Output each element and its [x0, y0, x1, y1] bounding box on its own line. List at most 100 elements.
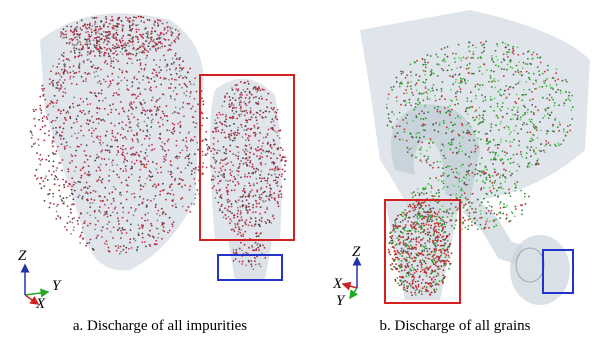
particle	[454, 124, 456, 126]
particle	[421, 161, 423, 163]
particle	[163, 161, 165, 163]
particle	[72, 218, 74, 220]
particle	[64, 146, 66, 148]
particle	[100, 55, 102, 57]
particle	[103, 42, 105, 44]
particle	[528, 196, 530, 198]
particle	[520, 151, 522, 153]
particle	[251, 225, 253, 227]
particle	[160, 20, 162, 22]
particle	[122, 107, 124, 109]
particle	[53, 161, 55, 163]
particle	[238, 229, 240, 231]
particle	[143, 166, 145, 168]
particle	[97, 75, 99, 77]
particle	[143, 52, 145, 54]
particle	[95, 95, 97, 97]
particle	[549, 94, 551, 96]
particle	[162, 183, 164, 185]
particle	[167, 171, 169, 173]
particle	[497, 147, 499, 149]
particle	[528, 166, 530, 168]
particle	[102, 226, 104, 228]
particle	[126, 85, 128, 87]
particle	[522, 67, 524, 69]
particle	[153, 198, 155, 200]
particle	[512, 154, 514, 156]
particle	[256, 190, 258, 192]
particle	[94, 92, 96, 94]
particle	[56, 167, 58, 169]
particle	[126, 71, 128, 73]
particle	[151, 122, 153, 124]
particle	[52, 152, 54, 154]
particle	[227, 201, 229, 203]
particle	[403, 287, 405, 289]
particle	[425, 86, 427, 88]
particle	[245, 149, 247, 151]
particle	[112, 211, 114, 213]
particle	[189, 81, 191, 83]
particle	[133, 193, 135, 195]
particle	[217, 149, 219, 151]
particle	[80, 213, 82, 215]
particle	[178, 38, 180, 40]
particle	[107, 37, 109, 39]
particle	[231, 206, 233, 208]
particle	[157, 172, 159, 174]
particle	[472, 57, 474, 59]
particle	[414, 62, 416, 64]
particle	[42, 85, 44, 87]
particle	[402, 216, 404, 218]
particle	[116, 174, 118, 176]
particle	[397, 268, 399, 270]
particle	[76, 36, 78, 38]
particle	[441, 95, 443, 97]
particle	[221, 123, 223, 125]
particle	[406, 74, 408, 76]
particle	[61, 170, 63, 172]
particle	[442, 235, 444, 237]
particle	[569, 124, 571, 126]
particle	[417, 280, 419, 282]
particle	[227, 180, 229, 182]
particle	[255, 148, 257, 150]
particle	[507, 44, 509, 46]
particle	[255, 232, 257, 234]
particle	[80, 125, 82, 127]
particle	[440, 234, 442, 236]
particle	[170, 97, 172, 99]
particle	[234, 139, 236, 141]
particle	[77, 34, 79, 36]
particle	[409, 102, 411, 104]
particle	[160, 84, 162, 86]
particle	[131, 30, 133, 32]
particle	[239, 96, 241, 98]
particle	[467, 228, 469, 230]
particle	[127, 34, 129, 36]
particle	[515, 71, 517, 73]
particle	[210, 150, 212, 152]
particle	[521, 214, 523, 216]
particle	[249, 91, 251, 93]
particle	[98, 92, 100, 94]
particle	[409, 283, 411, 285]
particle	[484, 173, 486, 175]
particle	[492, 151, 494, 153]
particle	[149, 245, 151, 247]
particle	[133, 116, 135, 118]
particle	[72, 40, 74, 42]
particle	[257, 127, 259, 129]
particle	[128, 118, 130, 120]
particle	[255, 257, 257, 259]
particle	[427, 156, 429, 158]
particle	[529, 162, 531, 164]
particle	[535, 106, 537, 108]
particle	[451, 219, 453, 221]
particle	[443, 211, 445, 213]
particle	[69, 221, 71, 223]
particle	[65, 31, 67, 33]
particle	[131, 41, 133, 43]
particle	[422, 208, 424, 210]
particle	[430, 210, 432, 212]
